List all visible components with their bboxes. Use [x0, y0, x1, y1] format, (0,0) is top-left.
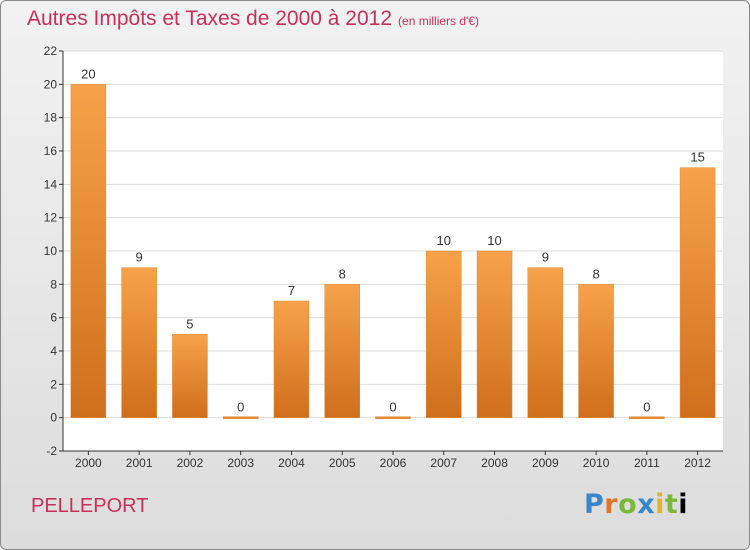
x-tick-label-2002: 2002: [177, 456, 204, 470]
y-tick-label: 10: [44, 244, 58, 258]
data-label-2005: 8: [339, 266, 346, 281]
y-tick-label: -2: [46, 444, 57, 458]
y-tick-label: 0: [50, 411, 57, 425]
data-label-2002: 5: [186, 316, 193, 331]
data-label-2003: 0: [237, 400, 244, 415]
bar-2011: [629, 416, 665, 419]
y-tick-label: 2: [50, 377, 57, 391]
x-tick-label-2003: 2003: [227, 456, 254, 470]
bar-2010: [578, 284, 614, 418]
proxiti-logo: Proxiti: [584, 489, 689, 520]
bar-2009: [527, 267, 564, 418]
bar-2002: [172, 334, 208, 418]
bar-2005: [324, 284, 360, 418]
data-label-2009: 9: [542, 250, 549, 265]
y-tick-label: 22: [44, 44, 58, 58]
x-tick-label-2010: 2010: [583, 456, 610, 470]
y-tick-label: 4: [50, 344, 57, 358]
bar-2012: [679, 167, 716, 418]
x-tick-label-2006: 2006: [380, 456, 407, 470]
data-label-2010: 8: [592, 266, 599, 281]
x-tick-label-2011: 2011: [634, 456, 660, 470]
y-tick-label: 16: [44, 144, 58, 158]
data-label-2000: 20: [81, 66, 95, 81]
x-tick-label-2007: 2007: [430, 456, 457, 470]
y-tick-label: 12: [44, 211, 58, 225]
data-label-2008: 10: [487, 233, 501, 248]
bar-2007: [426, 250, 462, 418]
data-label-2004: 7: [288, 283, 295, 298]
commune-name: PELLEPORT: [31, 495, 149, 517]
data-label-2006: 0: [389, 400, 396, 415]
data-label-2011: 0: [643, 400, 650, 415]
bar-2000: [70, 84, 107, 418]
x-tick-label-2009: 2009: [532, 456, 559, 470]
x-tick-label-2004: 2004: [278, 456, 305, 470]
data-label-2001: 9: [136, 250, 143, 265]
x-tick-label-2000: 2000: [75, 456, 102, 470]
bar-2003: [222, 416, 259, 419]
chart-title: Autres Impôts et Taxes de 2000 à 2012 (en…: [27, 7, 479, 31]
bar-2006: [375, 416, 411, 419]
bar-2008: [476, 250, 513, 418]
y-tick-label: 8: [50, 277, 57, 291]
x-tick-label-2012: 2012: [684, 456, 711, 470]
x-tick-label-2001: 2001: [126, 456, 153, 470]
data-label-2007: 10: [437, 233, 451, 248]
x-tick-label-2005: 2005: [329, 456, 356, 470]
x-tick-label-2008: 2008: [481, 456, 508, 470]
bar-2001: [121, 267, 157, 418]
bar-2004: [273, 300, 310, 418]
y-tick-label: 20: [44, 77, 58, 91]
data-label-2012: 15: [690, 150, 704, 165]
chart-subtitle: (en milliers d'€): [398, 14, 480, 28]
y-tick-label: 6: [50, 311, 57, 325]
y-tick-label: 14: [44, 177, 58, 191]
y-tick-label: 18: [44, 111, 58, 125]
chart-title-text: Autres Impôts et Taxes de 2000 à 2012: [27, 7, 393, 30]
